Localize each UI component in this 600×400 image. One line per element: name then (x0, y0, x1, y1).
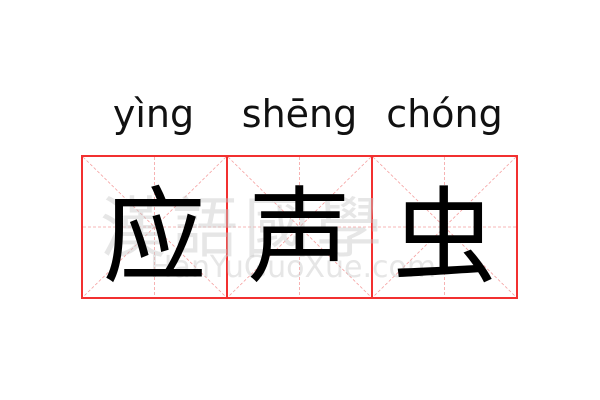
character-cell-3: 虫 (371, 157, 516, 298)
character-1: 应 (102, 175, 207, 298)
pinyin-2: shēng (241, 92, 358, 136)
character-cell-2: 声 (226, 157, 371, 298)
pinyin-3: chóng (386, 92, 503, 136)
character-cell-1: 应 (83, 157, 226, 298)
character-2: 声 (247, 175, 352, 298)
guide-lines (83, 157, 226, 297)
guide-lines (373, 157, 516, 297)
guide-lines (228, 157, 371, 297)
character-grid: 应 声 虫 (81, 155, 518, 299)
pinyin-1: yìng (112, 92, 195, 136)
character-3: 虫 (392, 175, 497, 298)
